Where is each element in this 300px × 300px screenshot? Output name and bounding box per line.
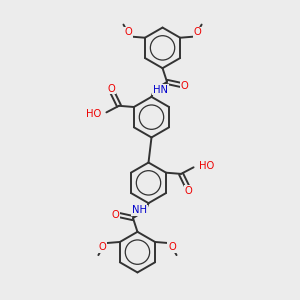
Text: NH: NH (132, 205, 147, 215)
Text: O: O (184, 186, 192, 196)
Text: O: O (112, 209, 119, 220)
Text: O: O (124, 27, 132, 37)
Text: O: O (168, 242, 176, 252)
Text: O: O (108, 84, 116, 94)
Text: HO: HO (199, 161, 214, 171)
Text: O: O (99, 242, 107, 252)
Text: O: O (193, 27, 201, 37)
Text: HN: HN (153, 85, 168, 95)
Text: O: O (181, 80, 188, 91)
Text: HO: HO (86, 109, 101, 119)
